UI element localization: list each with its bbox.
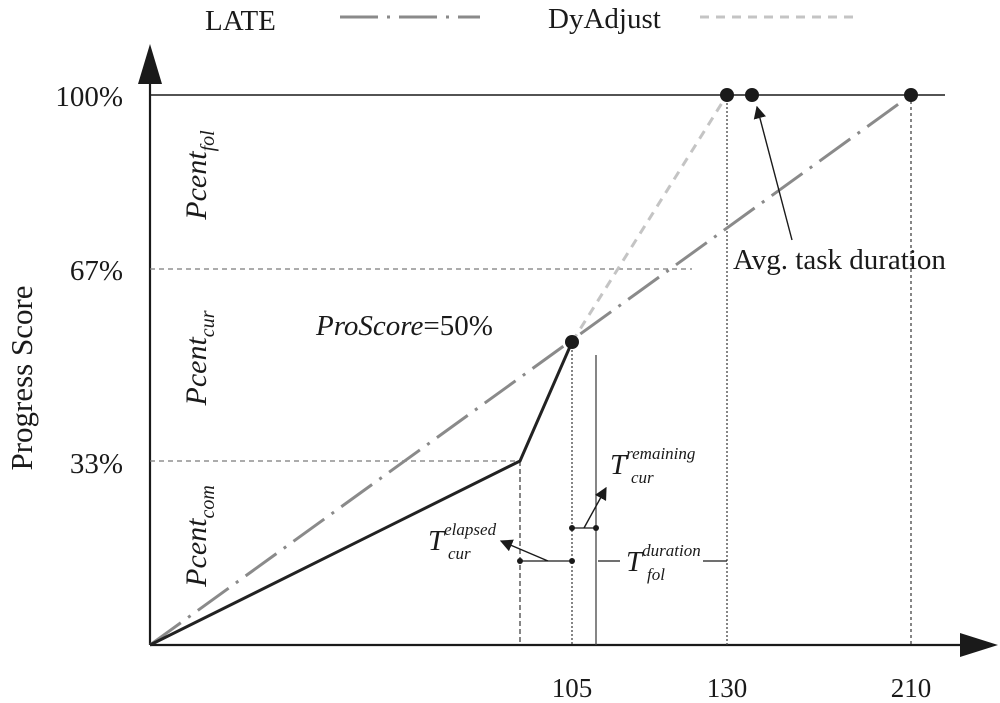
x-tick-210: 210: [891, 673, 932, 703]
t-remaining-bracket: [569, 486, 607, 531]
t-elapsed-dot-right: [569, 558, 575, 564]
axes: [138, 44, 998, 657]
t-elapsed-arrow: [499, 539, 549, 562]
proscore-annotation: ProScore=50%: [315, 310, 493, 342]
x-axis-arrow-icon: [960, 633, 998, 657]
t-remaining-arrow: [583, 486, 607, 529]
actual-progress-line: [149, 341, 574, 647]
t-duration-label: Tduration: [626, 541, 701, 578]
legend: LATE DyAdjust: [205, 3, 860, 37]
region-label-com: Pcentcom: [180, 485, 219, 588]
x-tick-105: 105: [552, 673, 593, 703]
dyadjust-estimate-line: [570, 94, 729, 343]
legend-dyadjust-label: DyAdjust: [548, 3, 661, 35]
t-duration-sub: fol: [647, 565, 665, 584]
legend-late-label: LATE: [205, 5, 276, 37]
t-elapsed-bracket: [499, 539, 575, 564]
y-tick-67: 67%: [70, 255, 123, 287]
region-label-cur: Pcentcur: [180, 310, 219, 406]
y-axis-arrow-icon: [138, 44, 162, 84]
avg-duration-arrow: [753, 105, 793, 241]
t-remaining-dot-right: [593, 525, 599, 531]
late-estimate-line: [149, 93, 912, 647]
avg-duration-point: [745, 88, 759, 102]
late-finish-point: [904, 88, 918, 102]
y-tick-33: 33%: [70, 448, 123, 480]
current-progress-point: [565, 335, 579, 349]
t-elapsed-dot-left: [517, 558, 523, 564]
y-axis-label: Progress Score: [4, 285, 39, 470]
region-label-fol: Pcentfol: [180, 130, 219, 221]
avg-duration-label: Avg. task duration: [733, 244, 946, 276]
x-tick-130: 130: [707, 673, 748, 703]
t-remaining-sub: cur: [631, 468, 654, 487]
y-tick-100: 100%: [55, 81, 123, 113]
t-remaining-dot-left: [569, 525, 575, 531]
t-elapsed-sub: cur: [448, 544, 471, 563]
dyadjust-finish-point: [720, 88, 734, 102]
horizontal-guides: [150, 268, 692, 462]
vertical-guides: [519, 95, 912, 645]
t-elapsed-label: Telapsed: [428, 520, 497, 557]
t-remaining-label: Tremaining: [610, 444, 695, 481]
